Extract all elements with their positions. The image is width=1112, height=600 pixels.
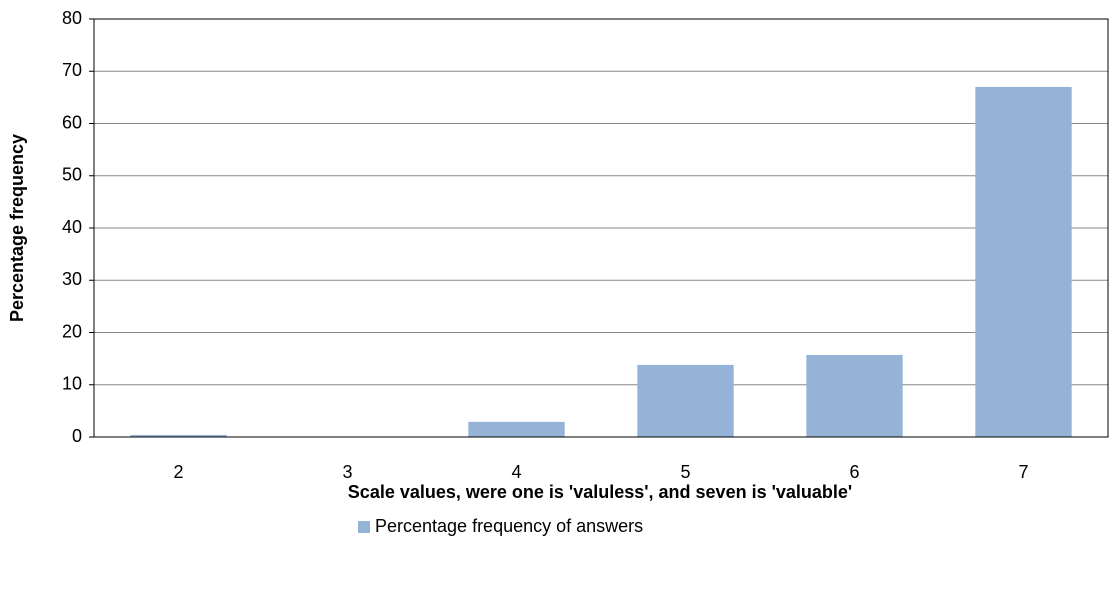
x-tick-label: 5 bbox=[680, 462, 690, 482]
y-tick-label: 60 bbox=[62, 112, 82, 132]
bar bbox=[975, 86, 1072, 438]
legend-swatch bbox=[358, 521, 370, 533]
y-axis-label: Percentage frequency bbox=[7, 134, 27, 322]
y-tick-label: 0 bbox=[72, 426, 82, 446]
y-tick-label: 20 bbox=[62, 321, 82, 341]
bar bbox=[468, 421, 565, 437]
x-axis-label: Scale values, were one is 'valuless', an… bbox=[348, 482, 852, 502]
y-tick-label: 10 bbox=[62, 374, 82, 394]
bar bbox=[637, 364, 734, 437]
y-tick-label: 50 bbox=[62, 165, 82, 185]
y-tick-label: 40 bbox=[62, 217, 82, 237]
plot-border bbox=[93, 18, 1109, 438]
x-tick-label: 2 bbox=[173, 462, 183, 482]
bar bbox=[130, 434, 227, 437]
y-tick-label: 30 bbox=[62, 269, 82, 289]
x-tick-label: 4 bbox=[511, 462, 521, 482]
x-tick-label: 3 bbox=[342, 462, 352, 482]
legend-label: Percentage frequency of answers bbox=[375, 516, 643, 536]
y-tick-label: 70 bbox=[62, 60, 82, 80]
y-tick-label: 80 bbox=[62, 8, 82, 28]
bar bbox=[806, 354, 903, 437]
x-tick-label: 6 bbox=[849, 462, 859, 482]
x-tick-label: 7 bbox=[1018, 462, 1028, 482]
